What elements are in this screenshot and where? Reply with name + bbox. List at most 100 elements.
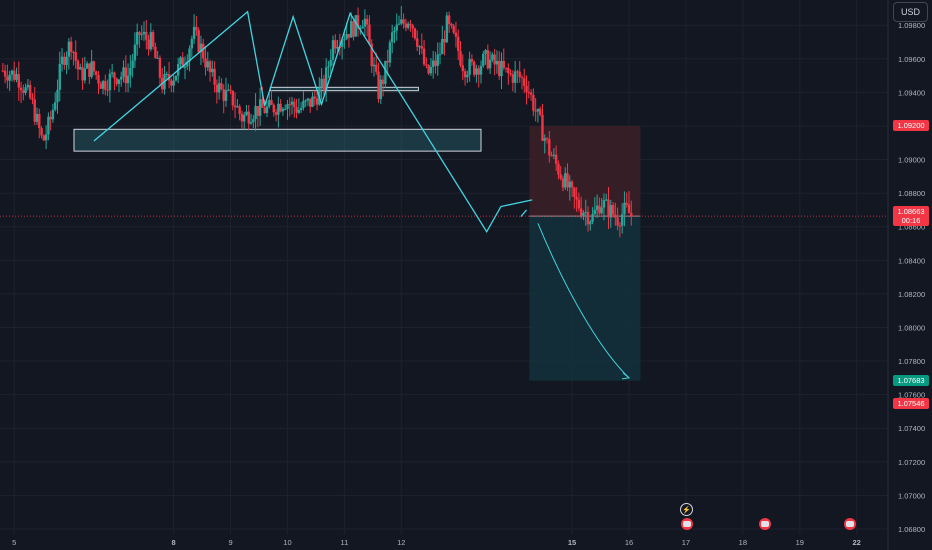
candle-body	[534, 110, 537, 112]
candle-body	[1, 70, 5, 72]
candle-body	[491, 54, 494, 60]
candle-body	[122, 67, 125, 77]
candle-body	[470, 59, 474, 62]
economic-event-icon[interactable]	[681, 518, 693, 530]
candle-body	[375, 64, 378, 72]
x-tick-label: 15	[568, 538, 576, 547]
candle-body	[81, 67, 84, 81]
candle-body	[482, 53, 485, 66]
candle-body	[286, 104, 289, 109]
candle-body	[181, 57, 184, 68]
candle-body	[598, 205, 601, 214]
candle-body	[31, 97, 34, 100]
candle-body	[95, 71, 98, 75]
candle-body	[461, 65, 464, 72]
candle-body	[63, 56, 66, 66]
candle-body	[620, 214, 624, 226]
candle-body	[104, 81, 107, 90]
y-tick-label: 1.07200	[898, 458, 925, 467]
candle-body	[384, 60, 387, 84]
candle-body	[229, 89, 232, 91]
candle-body	[74, 52, 77, 61]
currency-button[interactable]: USD	[893, 2, 928, 22]
candle-body	[279, 103, 282, 112]
candle-body	[536, 108, 540, 112]
projection-arrow	[537, 223, 630, 379]
candle-body	[88, 63, 91, 77]
candle-body	[195, 26, 198, 31]
stop-loss-zone	[529, 125, 641, 217]
y-tick-label: 1.08600	[898, 223, 925, 232]
candle-body	[220, 83, 223, 90]
candle-body	[498, 61, 501, 77]
candle-body	[19, 87, 23, 91]
candle-body	[630, 213, 633, 217]
candle-body	[486, 50, 490, 69]
candle-body	[532, 94, 535, 111]
candle-body	[441, 38, 444, 55]
candle-body	[566, 173, 569, 188]
candle-body	[334, 40, 337, 49]
candle-body	[416, 38, 419, 47]
candle-body	[243, 114, 246, 122]
candle-body	[329, 59, 332, 67]
low-price-tag: 1.07546	[893, 398, 929, 410]
current-price-value: 1.08663	[897, 207, 925, 217]
candle-body	[425, 64, 428, 66]
candle-body	[197, 30, 200, 53]
candle-body	[575, 196, 578, 200]
candle-body	[217, 83, 221, 93]
candle-body	[97, 74, 100, 84]
candle-body	[265, 106, 269, 113]
candle-body	[115, 78, 118, 84]
candle-body	[561, 178, 565, 188]
candle-body	[131, 60, 134, 69]
y-tick-label: 1.08000	[898, 323, 925, 332]
y-tick-label: 1.08800	[898, 189, 925, 198]
y-tick-label: 1.08200	[898, 290, 925, 299]
candle-body	[459, 50, 462, 66]
arrow-head	[621, 372, 631, 380]
candle-body	[90, 61, 93, 77]
candle-body	[270, 100, 273, 105]
candle-body	[261, 99, 264, 108]
candle-body	[525, 85, 528, 93]
candle-body	[40, 128, 43, 136]
candle-body	[593, 209, 597, 215]
candle-body	[147, 39, 150, 50]
x-tick-label: 9	[228, 538, 232, 547]
candle-body	[336, 46, 339, 49]
candle-body	[475, 68, 478, 75]
candle-body	[623, 202, 626, 215]
candle-body	[179, 57, 182, 64]
support-resistance-zone	[73, 128, 482, 152]
y-tick-label: 1.07600	[898, 391, 925, 400]
candle-body	[600, 207, 603, 214]
candle-body	[249, 122, 253, 124]
candle-body	[277, 103, 280, 115]
candle-body	[13, 70, 16, 80]
candle-body	[295, 107, 298, 113]
candle-body	[10, 70, 14, 75]
y-tick-label: 1.07800	[898, 357, 925, 366]
candle-body	[368, 24, 371, 44]
candle-body	[42, 135, 46, 141]
candle-body	[327, 66, 330, 68]
economic-event-icon[interactable]	[759, 518, 771, 530]
candle-body	[51, 109, 55, 120]
candle-body	[247, 111, 250, 124]
x-tick-label: 12	[397, 538, 405, 547]
candle-body	[468, 59, 471, 75]
candle-body	[44, 134, 48, 141]
candle-body	[281, 108, 285, 112]
flash-event-icon[interactable]: ⚡	[680, 503, 693, 516]
candle-body	[543, 138, 546, 141]
candle-body	[320, 78, 323, 88]
current-price-tag: 1.08663 00:16	[893, 206, 929, 227]
candle-body	[434, 60, 437, 66]
economic-event-icon[interactable]	[844, 518, 856, 530]
candle-body	[38, 114, 41, 129]
candle-body	[204, 58, 207, 68]
candle-body	[361, 26, 364, 29]
